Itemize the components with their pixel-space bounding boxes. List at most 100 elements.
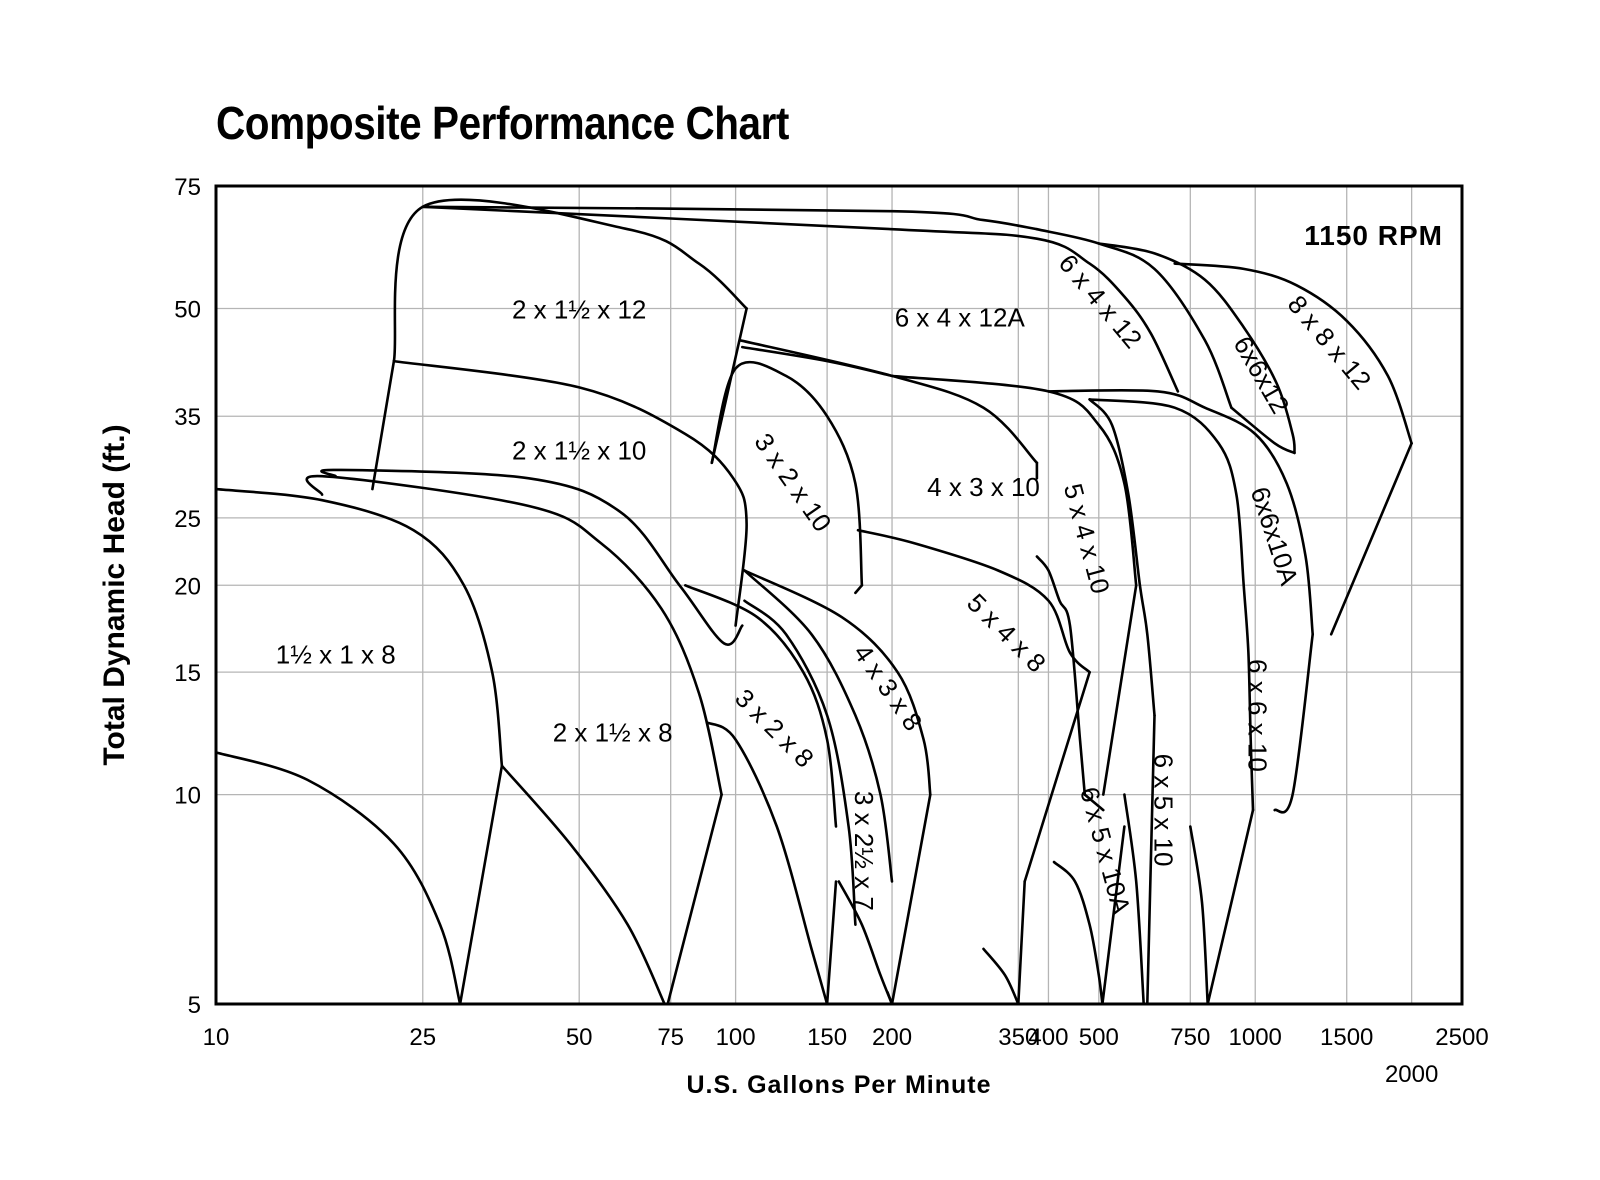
y-tick-label: 10 <box>174 783 201 810</box>
pump-label-6x6x10a: 6x6x10A <box>1245 483 1305 589</box>
curve-segment <box>856 528 1091 674</box>
curve-segment <box>1189 825 1209 1006</box>
x-tick-label: 350 <box>998 1024 1038 1051</box>
curve-segment <box>743 569 932 796</box>
pump-curve-6-x-5-x-10 <box>1088 398 1156 1006</box>
pump-label-3-x-2half-x-7: 3 x 2½ x 7 <box>849 791 879 911</box>
curve-segment <box>1101 825 1126 1006</box>
curve-segment <box>1329 442 1413 636</box>
pump-label-2-x-1half-x-10: 2 x 1½ x 10 <box>512 436 646 466</box>
curve-segment <box>1047 388 1314 636</box>
curve-segment <box>666 793 723 1006</box>
curve-segment <box>1035 227 1233 409</box>
y-tick-label: 20 <box>174 573 201 600</box>
curve-segment <box>1173 262 1413 445</box>
curve-segment <box>1102 584 1138 796</box>
curve-segment <box>890 374 1138 587</box>
plot-frame <box>214 184 1464 1006</box>
curve-segment <box>1083 793 1105 812</box>
y-tick-label: 35 <box>174 404 201 431</box>
curve-segment <box>741 345 894 378</box>
y-tick-label: 50 <box>174 296 201 323</box>
pump-curve-2-x-1half-x-12 <box>392 198 748 465</box>
curve-segment <box>705 721 829 1006</box>
x-tick-label: 200 <box>872 1024 912 1051</box>
curve-segment <box>982 947 1020 1006</box>
x-tick-label: 750 <box>1170 1024 1210 1051</box>
pump-curve-5-x-4-x-10 <box>890 374 1138 812</box>
x-tick-label: 25 <box>409 1024 436 1051</box>
x-tick-label: 100 <box>716 1024 756 1051</box>
curve-segment <box>392 198 748 363</box>
pump-label-6-x-6-x-10: 6 x 6 x 10 <box>1242 659 1272 772</box>
curve-segment <box>1206 808 1255 1006</box>
curve-segment <box>1230 406 1296 455</box>
pump-curve-2-x-1half-x-10 <box>320 359 748 646</box>
y-tick-label: 25 <box>174 506 201 533</box>
pump-label-2-x-1half-x-8: 2 x 1½ x 8 <box>553 717 673 747</box>
pump-curve-3-x-2-x-8 <box>684 584 838 1006</box>
curve-segment <box>392 359 748 627</box>
curve-segment <box>854 584 864 595</box>
curve-segment <box>214 487 504 768</box>
x-tick-label: 2500 <box>1435 1024 1488 1051</box>
chart-title: Composite Performance Chart <box>216 97 789 149</box>
pump-label-6x6x12: 6x6x12 <box>1228 331 1296 419</box>
curve-segment <box>305 474 723 796</box>
curve-segment <box>320 468 744 646</box>
rpm-annotation: 1150 RPM <box>1304 220 1443 251</box>
pump-curve-1half-x-1-x-8 <box>214 487 504 1006</box>
grid-lines <box>216 186 1462 1004</box>
pump-curve-6-x-4-x-12 <box>421 205 1233 409</box>
curve-segment <box>825 880 838 1006</box>
curve-segment <box>1097 242 1296 455</box>
x-axis-label: U.S. Gallons Per Minute <box>687 1071 992 1099</box>
pump-label-5-x-4-x-10: 5 x 4 x 10 <box>1058 480 1116 597</box>
pump-curve-2-x-1half-x-8 <box>305 474 723 1006</box>
pump-curve-6-x-6-x-10 <box>1088 398 1255 1006</box>
pump-label-6-x-4-x-12a: 6 x 4 x 12A <box>895 302 1026 332</box>
curve-segment <box>1023 670 1091 883</box>
y-tick-labels: 5 10 15 20 25 35 50 75 <box>174 174 201 1019</box>
x-tick-label: 2000 <box>1385 1061 1438 1088</box>
x-tick-label: 1500 <box>1320 1024 1373 1051</box>
curve-segment <box>1017 880 1026 1006</box>
curve-segment <box>1088 398 1156 717</box>
curve-segment <box>743 599 857 926</box>
pump-curve-4-x-3-x-8 <box>743 569 932 1006</box>
x-tick-label: 500 <box>1079 1024 1119 1051</box>
pump-label-3-x-2-x-10: 3 x 2 x 10 <box>748 428 837 538</box>
curve-segment <box>1273 633 1314 814</box>
curve-segment <box>1052 860 1104 1006</box>
x-tick-label: 50 <box>566 1024 593 1051</box>
curve-segment <box>214 751 462 1006</box>
pump-label-1half-x-1-x-8: 1½ x 1 x 8 <box>276 639 396 669</box>
x-tick-label: 10 <box>203 1024 230 1051</box>
y-tick-label: 15 <box>174 660 201 687</box>
curve-segment <box>1123 793 1145 1006</box>
curve-segment <box>421 205 1180 393</box>
curve-segment <box>743 569 894 883</box>
pump-label-6-x-4-x-12: 6 x 4 x 12 <box>1053 248 1148 354</box>
pump-label-3-x-2-x-8: 3 x 2 x 8 <box>729 683 820 774</box>
curve-segment <box>890 793 932 1006</box>
y-tick-label: 5 <box>188 992 201 1019</box>
pump-label-4-x-3-x-10: 4 x 3 x 10 <box>927 472 1040 502</box>
y-axis-label: Total Dynamic Head (ft.) <box>98 424 131 765</box>
pump-curve-6-x-4-x-12a <box>421 205 1039 378</box>
curve-segment <box>458 764 504 1006</box>
pump-curve-6-x-5-x-10a <box>1052 825 1126 1006</box>
pump-label-2-x-1half-x-12: 2 x 1½ x 12 <box>512 294 646 324</box>
curve-segment <box>371 359 396 491</box>
pump-curve-5-x-4-x-8 <box>856 528 1091 1006</box>
pump-curve-6x6x10a <box>1047 388 1314 814</box>
pump-curve-3-x-2-x-10 <box>710 360 864 595</box>
pump-curve-8-x-8-x-12 <box>1173 262 1413 636</box>
curve-segment <box>1035 555 1087 796</box>
curve-segment <box>684 584 838 828</box>
curve-segment <box>710 360 864 587</box>
x-tick-label: 150 <box>807 1024 847 1051</box>
curve-segment <box>500 764 666 1006</box>
